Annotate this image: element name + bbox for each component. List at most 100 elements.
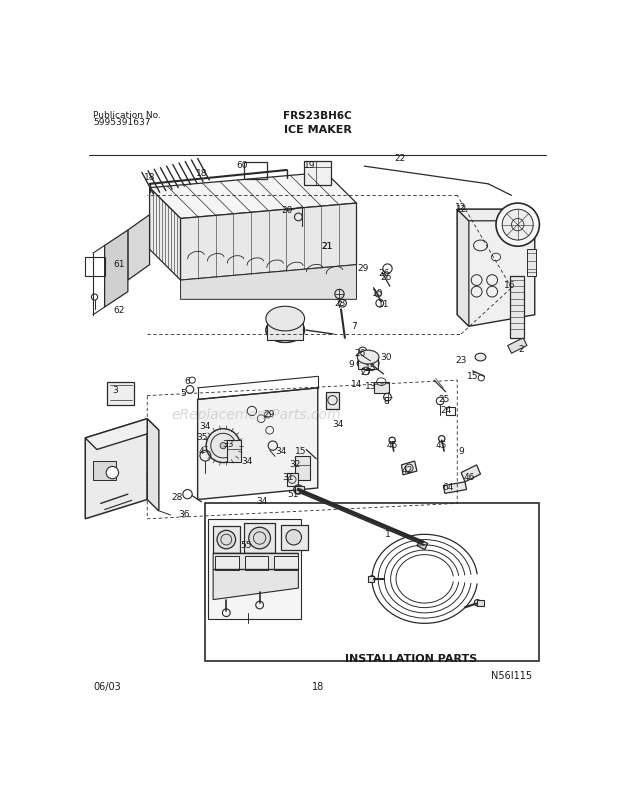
Text: 34: 34 [256,496,268,506]
Bar [216,556,239,569]
Text: 13: 13 [365,382,376,391]
Ellipse shape [357,357,379,370]
Bar [244,522,275,553]
Bar [205,503,539,661]
Text: 15: 15 [467,372,479,381]
Bar [213,526,241,553]
Text: 4: 4 [198,446,205,456]
Text: 7: 7 [337,301,342,310]
Text: 45: 45 [436,441,448,450]
Text: 5995391637: 5995391637 [93,118,151,127]
Text: 26: 26 [379,269,390,279]
Bar [275,556,298,569]
Bar [358,357,378,369]
Ellipse shape [475,353,486,361]
Bar [244,162,267,179]
Text: 12: 12 [456,203,467,212]
Bar [280,525,308,549]
Text: ICE MAKER: ICE MAKER [284,125,352,134]
Text: 32: 32 [289,461,300,469]
Polygon shape [86,418,148,518]
Text: 24: 24 [440,407,451,415]
Text: 30: 30 [380,353,392,361]
Bar [267,318,303,340]
Text: 12: 12 [456,205,467,214]
Text: 25: 25 [438,395,450,404]
Polygon shape [149,172,356,218]
Circle shape [286,530,301,545]
Polygon shape [461,464,480,482]
Text: 16: 16 [504,281,516,290]
Polygon shape [86,418,159,449]
Polygon shape [213,553,298,599]
Polygon shape [198,388,317,499]
Bar [304,160,331,185]
Text: 26: 26 [380,272,392,282]
Bar [446,407,455,414]
Text: 45: 45 [386,441,398,450]
Circle shape [106,466,118,479]
Text: 22: 22 [394,154,405,163]
Polygon shape [458,210,534,326]
Text: 14: 14 [351,380,362,388]
Ellipse shape [357,350,379,364]
Text: 33: 33 [222,440,234,449]
Text: 60: 60 [237,161,249,170]
Text: 29: 29 [357,264,368,273]
Text: 11: 11 [378,300,389,309]
Text: 23: 23 [335,299,346,308]
Bar [86,257,105,276]
Text: 2: 2 [518,345,524,354]
Bar [373,382,389,392]
Text: 5: 5 [180,389,186,398]
Circle shape [220,442,226,449]
Text: 26: 26 [355,349,366,358]
Bar [93,461,117,480]
Text: 34: 34 [276,447,287,457]
Bar [294,487,304,492]
Bar [368,576,374,582]
Circle shape [217,530,236,549]
Text: 06/03: 06/03 [93,682,121,692]
Text: 42: 42 [401,466,412,475]
Text: 29: 29 [264,410,275,419]
Text: 34: 34 [242,457,253,465]
Bar [107,382,134,405]
Circle shape [249,527,270,549]
Bar [477,599,484,606]
Text: 34: 34 [200,422,211,431]
Text: 6: 6 [185,377,190,386]
Circle shape [206,429,241,463]
Bar [527,249,536,276]
Text: 8: 8 [383,397,389,407]
Text: 28: 28 [171,493,182,502]
Polygon shape [105,230,128,307]
Polygon shape [148,418,159,511]
Text: FRS23BH6C: FRS23BH6C [283,110,352,121]
Text: eReplacementParts.com: eReplacementParts.com [171,408,340,422]
Text: 1: 1 [384,530,391,538]
Text: 31: 31 [283,473,294,483]
Bar [245,556,268,569]
Text: 51: 51 [287,490,299,499]
Polygon shape [458,210,534,221]
Circle shape [496,203,539,246]
Text: 23: 23 [456,357,467,365]
Text: 62: 62 [113,306,124,315]
Text: 9: 9 [348,360,354,369]
Bar [294,456,310,480]
Text: 15: 15 [365,364,376,373]
Polygon shape [180,203,356,280]
Polygon shape [149,187,180,280]
Bar [510,276,524,337]
Text: 19: 19 [303,161,315,170]
Polygon shape [458,210,469,326]
Text: 36: 36 [178,511,190,519]
Circle shape [502,210,533,240]
Text: 18: 18 [196,169,207,179]
Ellipse shape [266,318,304,342]
Text: 27: 27 [360,368,371,377]
Text: 7: 7 [352,322,357,331]
Text: INSTALLATION PARTS: INSTALLATION PARTS [345,653,477,664]
Polygon shape [443,482,467,493]
